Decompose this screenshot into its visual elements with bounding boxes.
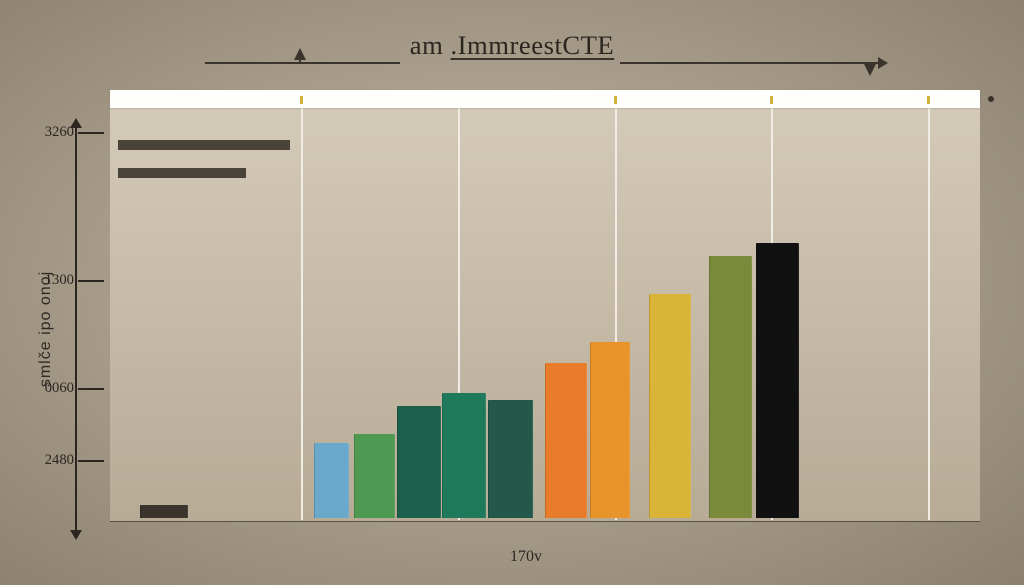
bar [545,363,587,518]
header-tick-mark [300,96,303,104]
header-tick-mark [770,96,773,104]
y-tick-label: 0060 [45,380,74,397]
header-arrow-right-down-icon [864,64,876,76]
y-tick-mark [78,132,104,134]
chart-stage: am .ImmreestCTE smlče ipo onoj 170v 3260… [0,0,1024,585]
header-tick-mark [614,96,617,104]
header-tick-mark [927,96,930,104]
bar [709,256,753,518]
bar [314,443,349,518]
header-arrow-left-line [205,62,400,64]
chart-title: am .ImmreestCTE [410,30,614,61]
title-prefix: am [410,30,451,60]
bar [756,243,800,518]
y-tick-label: 1300 [45,272,74,289]
header-arrow-right-line [620,62,880,64]
legend-bar [118,140,290,150]
y-tick-mark [78,280,104,282]
grid-line [301,108,303,520]
bar [140,505,188,518]
y-axis-arrow-line [75,128,77,530]
chart-title-wrap: am .ImmreestCTE [0,30,1024,61]
grid-line [928,108,930,520]
legend-bar [118,168,246,178]
plot-header-strip [110,90,980,108]
bar [649,294,691,518]
bar [590,342,630,518]
bar [442,393,486,518]
plot-right-dot-icon [988,96,994,102]
y-tick-mark [78,388,104,390]
y-tick-label: 3260 [45,124,74,141]
bar [488,400,533,518]
plot-area [110,90,980,520]
y-axis-arrow-down-icon [70,530,82,540]
bar [397,406,441,518]
x-tick-label: 170v [510,548,542,566]
y-tick-label: 2480 [45,452,74,469]
bar [354,434,396,518]
y-tick-mark [78,460,104,462]
title-main: .ImmreestCTE [451,30,615,60]
